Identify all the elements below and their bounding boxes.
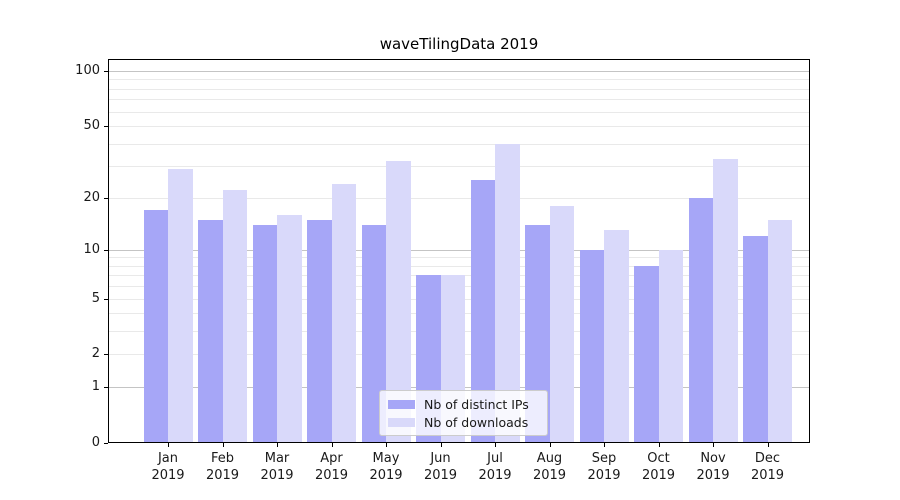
y-tick-label: 50 [83,118,100,134]
legend-swatch-distinct-ips [388,400,415,410]
y-tick-label: 20 [83,189,100,205]
x-tick-label: Oct 2019 [624,450,694,484]
gridline [108,197,810,199]
x-tick-label: Feb 2019 [188,450,258,484]
y-tick-label: 10 [83,241,100,257]
x-tick-label: Aug 2019 [515,450,585,484]
bar-downloads [277,214,302,443]
y-tick-mark [104,387,108,389]
gridline [108,166,810,168]
bar-distinct-ips [307,219,332,443]
legend: Nb of distinct IPs Nb of downloads [379,390,548,436]
x-tick-year: 2019 [151,468,185,483]
x-tick-label: Jun 2019 [406,450,476,484]
gridline [108,143,810,145]
y-tick-mark [104,354,108,356]
bar-distinct-ips [688,197,713,443]
x-tick-mark [331,443,333,447]
x-tick-label: Jan 2019 [133,450,203,484]
bars-layer [108,59,810,443]
bar-distinct-ips [198,219,223,443]
x-tick-mark [549,443,551,447]
x-tick-mark [386,443,387,447]
x-tick-year: 2019 [532,468,567,483]
x-tick-year: 2019 [260,468,294,483]
x-tick-mark [713,443,714,447]
x-tick-mark [767,443,769,447]
legend-item-distinct-ips: Nb of distinct IPs [388,396,539,414]
legend-label-distinct-ips: Nb of distinct IPs [424,397,529,413]
x-tick-label: Dec 2019 [733,450,803,484]
gridline [108,265,810,267]
legend-swatch-downloads [388,417,415,427]
bar-downloads [222,190,247,443]
y-tick-label: 5 [91,290,100,306]
plot-area: Nb of distinct IPs Nb of downloads [108,59,810,443]
bar-downloads [168,168,193,443]
bar-downloads [767,219,792,443]
x-tick-mark [495,443,496,447]
bar-distinct-ips [743,236,768,443]
x-tick-year: 2019 [205,468,240,483]
gridline [108,99,810,101]
x-tick-label: Mar 2019 [242,450,312,484]
y-tick-mark [104,197,108,199]
bar-distinct-ips [634,265,659,443]
x-tick-mark [277,443,278,447]
x-tick-year: 2019 [587,468,621,483]
chart-title: waveTilingData 2019 [379,35,539,53]
y-tick-mark [104,126,108,128]
x-tick-year: 2019 [696,468,730,483]
x-tick-year: 2019 [478,468,512,483]
y-tick-label: 100 [75,62,100,78]
legend-item-downloads: Nb of downloads [388,414,539,432]
bar-distinct-ips [143,210,168,443]
x-tick-year: 2019 [314,468,349,483]
x-tick-label: Nov 2019 [678,450,748,484]
x-tick-label: Apr 2019 [297,450,367,484]
x-tick-mark [222,443,224,447]
bar-downloads [604,230,629,443]
gridline [108,79,810,81]
x-tick-label: Sep 2019 [569,450,639,484]
x-tick-label: May 2019 [351,450,421,484]
y-tick-mark [104,70,108,72]
x-tick-mark [604,443,605,447]
x-tick-mark [658,443,660,447]
x-tick-year: 2019 [641,468,676,483]
bar-distinct-ips [579,249,604,443]
gridline [108,126,810,128]
gridline [108,70,810,72]
x-tick-year: 2019 [369,468,403,483]
bar-downloads [331,183,356,443]
gridline [108,111,810,113]
y-tick-label: 0 [91,435,100,450]
x-tick-year: 2019 [423,468,458,483]
legend-label-downloads: Nb of downloads [424,414,529,430]
gridline [108,88,810,90]
bar-downloads [549,205,574,443]
x-tick-mark [168,443,169,447]
bar-distinct-ips [252,224,277,443]
y-tick-mark [104,249,108,251]
x-tick-mark [440,443,442,447]
y-tick-mark [104,298,108,300]
x-tick-label: Jul 2019 [460,450,530,484]
y-tick-label: 2 [91,346,100,362]
gridline [108,257,810,259]
y-tick-mark [104,443,108,444]
plot-border [108,59,810,443]
y-tick-label: 1 [91,379,100,395]
bar-downloads [713,158,738,443]
bar-downloads [658,249,683,443]
gridline [108,249,810,251]
x-tick-year: 2019 [750,468,785,483]
